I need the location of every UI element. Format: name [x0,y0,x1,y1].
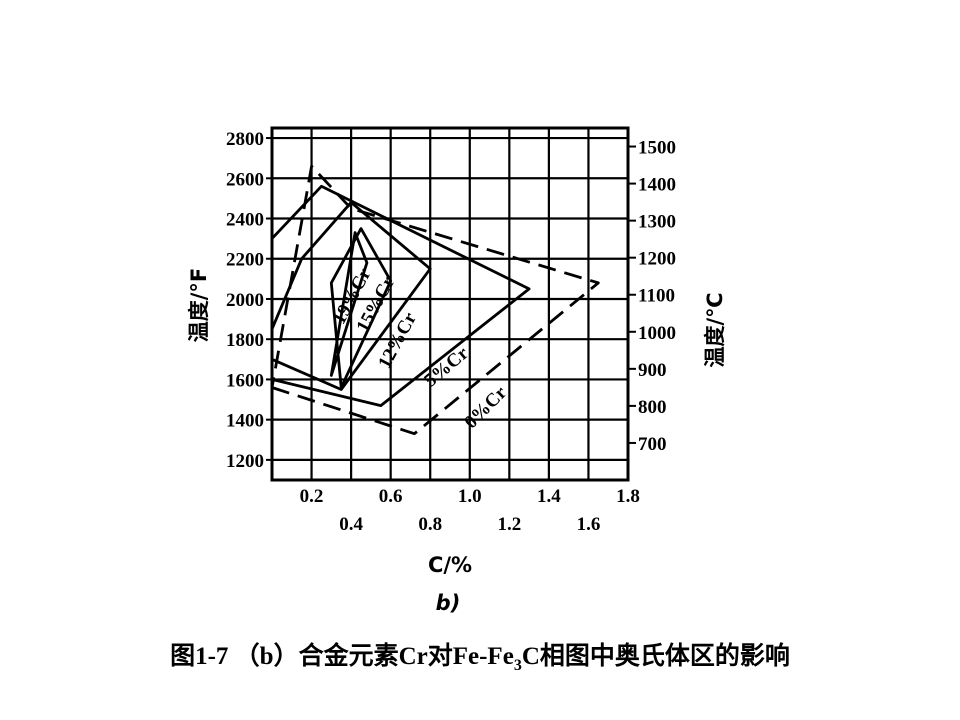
subfigure-label: b) [436,591,461,615]
y-left-tick-label: 2800 [226,129,264,150]
x-tick-label-lower: 1.2 [497,514,521,535]
y-right-tick-label: 1200 [638,249,676,270]
y-right-tick-label: 1100 [638,286,675,307]
y-right-tick-label: 1300 [638,212,676,233]
series-label-12pctcr: 12%Cr [374,309,421,372]
y-axis-right-label: 温度/℃ [703,292,727,367]
x-tick-label-upper: 1.4 [537,486,561,507]
series-15pctcr [329,227,393,389]
x-tick-label-upper: 0.2 [300,486,324,507]
caption-subscript: 3 [513,657,522,674]
y-axis-left-label: 温度/°F [187,268,211,343]
x-tick-label-lower: 1.6 [577,514,601,535]
y-right-tick-label: 1500 [638,138,676,159]
y-right-tick-label: 900 [638,360,667,381]
figure-caption: 图1-7 （b）合金元素Cr对Fe-Fe3C相图中奥氏体区的影响 [0,636,960,675]
y-left-tick-label: 1800 [226,330,264,351]
tick-labels: 1200 1400 1600 1800 2000 2200 2400 2600 2800 700 8… [226,129,676,535]
x-tick-label-upper: 1.0 [458,486,482,507]
y-left-tick-label: 2200 [226,250,264,271]
y-right-tick-label: 700 [638,434,667,455]
y-left-tick-label: 1600 [226,370,264,391]
y-right-tick-label: 1400 [638,175,676,196]
x-axis-label: C/% [428,553,472,577]
x-tick-label-upper: 0.6 [379,486,403,507]
caption-suffix: C相图中奥氏体区的影响 [521,643,790,670]
x-tick-label-upper: 1.8 [616,486,640,507]
y-left-tick-label: 1200 [226,451,264,472]
series-group [270,164,600,436]
y-left-tick-label: 2600 [226,169,264,190]
series-12pctcr [270,200,432,391]
y-right-tick-label: 1000 [638,323,676,344]
y-left-tick-label: 2000 [226,290,264,311]
x-tick-label-lower: 0.4 [339,514,363,535]
y-left-tick-label: 2400 [226,210,264,231]
y-left-tick-label: 1400 [226,411,264,432]
x-tick-label-lower: 0.8 [418,514,442,535]
series-19pctcr [329,231,369,377]
caption-prefix: 图1-7 （b）合金元素Cr对Fe-Fe [170,643,514,670]
series-5pctcr [270,184,531,408]
y-right-tick-label: 800 [638,397,667,418]
